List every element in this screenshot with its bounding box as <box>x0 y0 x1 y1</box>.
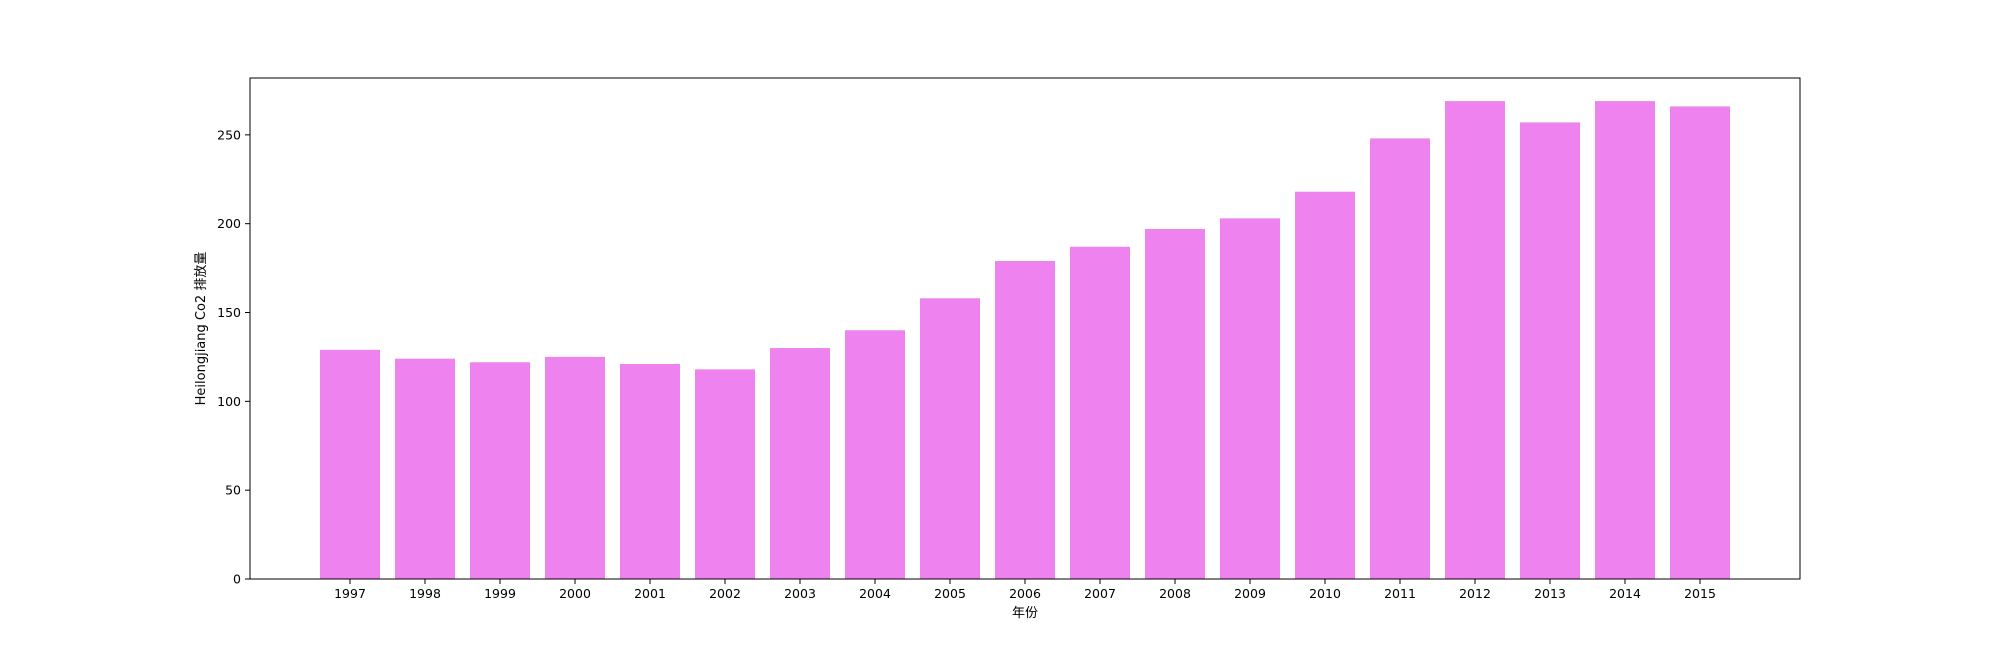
x-tick-label-2009: 2009 <box>1234 586 1266 601</box>
x-tick-label-2013: 2013 <box>1534 586 1566 601</box>
bar-2003 <box>770 348 830 579</box>
x-tick-label-1997: 1997 <box>334 586 366 601</box>
plot-frame <box>249 77 1801 580</box>
x-tick-label-2010: 2010 <box>1309 586 1341 601</box>
x-tick-label-2006: 2006 <box>1009 586 1041 601</box>
bar-2008 <box>1145 229 1205 580</box>
x-tick-label-2015: 2015 <box>1684 586 1716 601</box>
bar-2011 <box>1370 138 1430 580</box>
x-axis-label: 年份 <box>1012 606 1038 621</box>
y-axis-ticks: 0 50 100 150 200 250 <box>217 127 250 587</box>
x-tick-label-2012: 2012 <box>1459 586 1491 601</box>
x-tick-label-2007: 2007 <box>1084 586 1116 601</box>
x-tick-label-1998: 1998 <box>409 586 441 601</box>
x-tick-label-2003: 2003 <box>784 586 816 601</box>
y-tick-label-100: 100 <box>217 394 241 409</box>
bar-2001 <box>620 364 680 579</box>
bar-2005 <box>920 298 980 579</box>
bar-2007 <box>1070 246 1130 579</box>
x-tick-label-2000: 2000 <box>559 586 591 601</box>
x-tick-label-2001: 2001 <box>634 586 666 601</box>
x-tick-label-2008: 2008 <box>1159 586 1191 601</box>
x-axis-ticks: 1997 1998 1999 2000 2001 2002 2003 2004 2005 2006… <box>334 579 1716 601</box>
bar-2009 <box>1220 218 1280 579</box>
bars-layer <box>320 101 1730 580</box>
bar-2015 <box>1670 106 1730 579</box>
y-tick-label-250: 250 <box>217 127 241 142</box>
x-tick-label-2005: 2005 <box>934 586 966 601</box>
bar-2010 <box>1295 191 1355 579</box>
bar-1997 <box>320 349 380 579</box>
x-tick-label-2011: 2011 <box>1384 586 1416 601</box>
y-tick-label-150: 150 <box>217 305 241 320</box>
bar-2006 <box>995 260 1055 579</box>
y-axis-label: Heilongjiang Co2 排放量 <box>194 252 209 406</box>
bar-2012 <box>1445 101 1505 580</box>
bar-2000 <box>545 356 605 579</box>
y-tick-label-200: 200 <box>217 216 241 231</box>
x-tick-label-2014: 2014 <box>1609 586 1641 601</box>
bar-2002 <box>695 369 755 579</box>
bar-2013 <box>1520 122 1580 580</box>
y-tick-label-50: 50 <box>225 483 241 498</box>
bar-2004 <box>845 330 905 579</box>
x-tick-label-2002: 2002 <box>709 586 741 601</box>
bar-1998 <box>395 358 455 579</box>
x-tick-label-1999: 1999 <box>484 586 516 601</box>
y-tick-label-0: 0 <box>233 572 241 587</box>
bar-2014 <box>1595 101 1655 580</box>
bar-1999 <box>470 362 530 579</box>
x-tick-label-2004: 2004 <box>859 586 891 601</box>
